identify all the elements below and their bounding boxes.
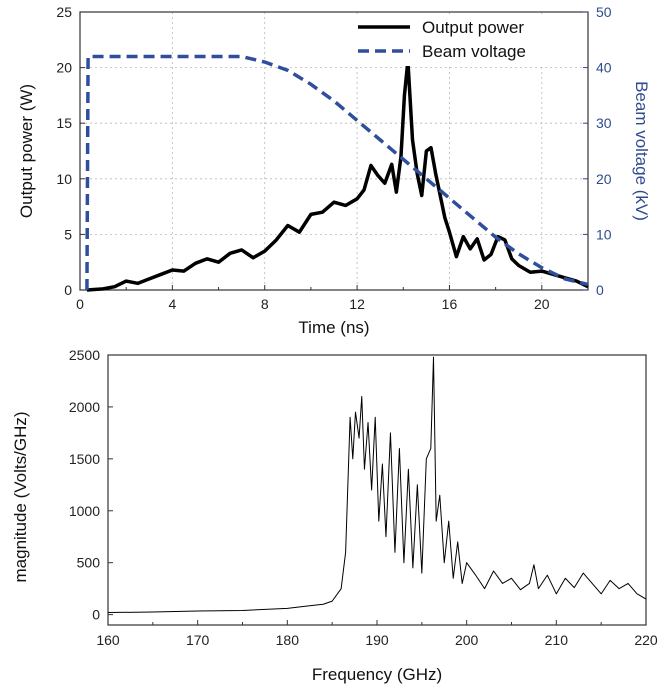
- x-tick-label: 160: [96, 632, 120, 648]
- x-tick-label: 210: [545, 632, 569, 648]
- y-tick-label: 500: [77, 555, 101, 571]
- x-tick-label: 16: [442, 296, 458, 312]
- y-tick-label: 15: [56, 115, 72, 131]
- bottom-series: [107, 356, 647, 614]
- x-tick-label: 4: [168, 296, 176, 312]
- y-tick-label: 2500: [69, 347, 100, 363]
- x-tick-label: 220: [634, 632, 658, 648]
- bottom-plot-frame: [107, 354, 647, 626]
- x-tick-label: 190: [365, 632, 389, 648]
- y-tick-label: 1000: [69, 503, 100, 519]
- bottom-y-axis-title: magnitude (Volts/GHz): [11, 411, 30, 582]
- y-tick-label: 0: [92, 607, 100, 623]
- top-plot-frame: [79, 11, 589, 291]
- top-y-axis-title: Output power (W): [17, 84, 36, 218]
- y2-tick-label: 30: [596, 115, 612, 131]
- y-tick-label: 10: [56, 171, 72, 187]
- x-tick-label: 200: [455, 632, 479, 648]
- legend-label-beam-voltage: Beam voltage: [422, 42, 526, 61]
- y2-tick-label: 40: [596, 60, 612, 76]
- top-y-ticks: 0 5 10 15 20 25: [56, 4, 85, 298]
- top-series: [85, 54, 589, 292]
- power-voltage-chart: 0 4 8 12 16 20 0 5 10 15 20 25 0 10 20 30 40 50 Time (n…: [17, 4, 651, 337]
- series-output-power: [86, 59, 589, 292]
- spectrum-chart: 160 170 180 190 200 210 220 0 500 1000 1500 2000 25…: [11, 347, 658, 684]
- top-y2-axis-title: Beam voltage (kV): [632, 81, 651, 221]
- y-tick-label: 0: [64, 282, 72, 298]
- y2-tick-label: 20: [596, 171, 612, 187]
- y2-tick-label: 50: [596, 4, 612, 20]
- y-tick-label: 2000: [69, 399, 100, 415]
- legend-label-output-power: Output power: [422, 18, 524, 37]
- series-beam-voltage: [85, 54, 589, 291]
- y-tick-label: 5: [64, 226, 72, 242]
- top-x-ticks: 0 4 8 12 16 20: [76, 285, 550, 312]
- x-tick-label: 8: [261, 296, 269, 312]
- series-spectrum: [107, 356, 647, 614]
- top-legend: Output power Beam voltage: [352, 14, 586, 66]
- bottom-x-ticks: 160 170 180 190 200 210 220: [96, 620, 658, 648]
- x-tick-label: 180: [276, 632, 300, 648]
- x-tick-label: 12: [349, 296, 365, 312]
- bottom-x-axis-title: Frequency (GHz): [312, 665, 442, 684]
- x-tick-label: 0: [76, 296, 84, 312]
- bottom-y-ticks: 0 500 1000 1500 2000 2500: [69, 347, 113, 623]
- y-tick-label: 1500: [69, 451, 100, 467]
- y-tick-label: 25: [56, 4, 72, 20]
- y2-tick-label: 0: [596, 282, 604, 298]
- y2-tick-label: 10: [596, 226, 612, 242]
- legend-background: [352, 14, 586, 66]
- x-tick-label: 170: [186, 632, 210, 648]
- x-tick-label: 20: [534, 296, 550, 312]
- top-x-axis-title: Time (ns): [298, 318, 369, 337]
- y-tick-label: 20: [56, 60, 72, 76]
- top-y2-ticks: 0 10 20 30 40 50: [583, 4, 612, 298]
